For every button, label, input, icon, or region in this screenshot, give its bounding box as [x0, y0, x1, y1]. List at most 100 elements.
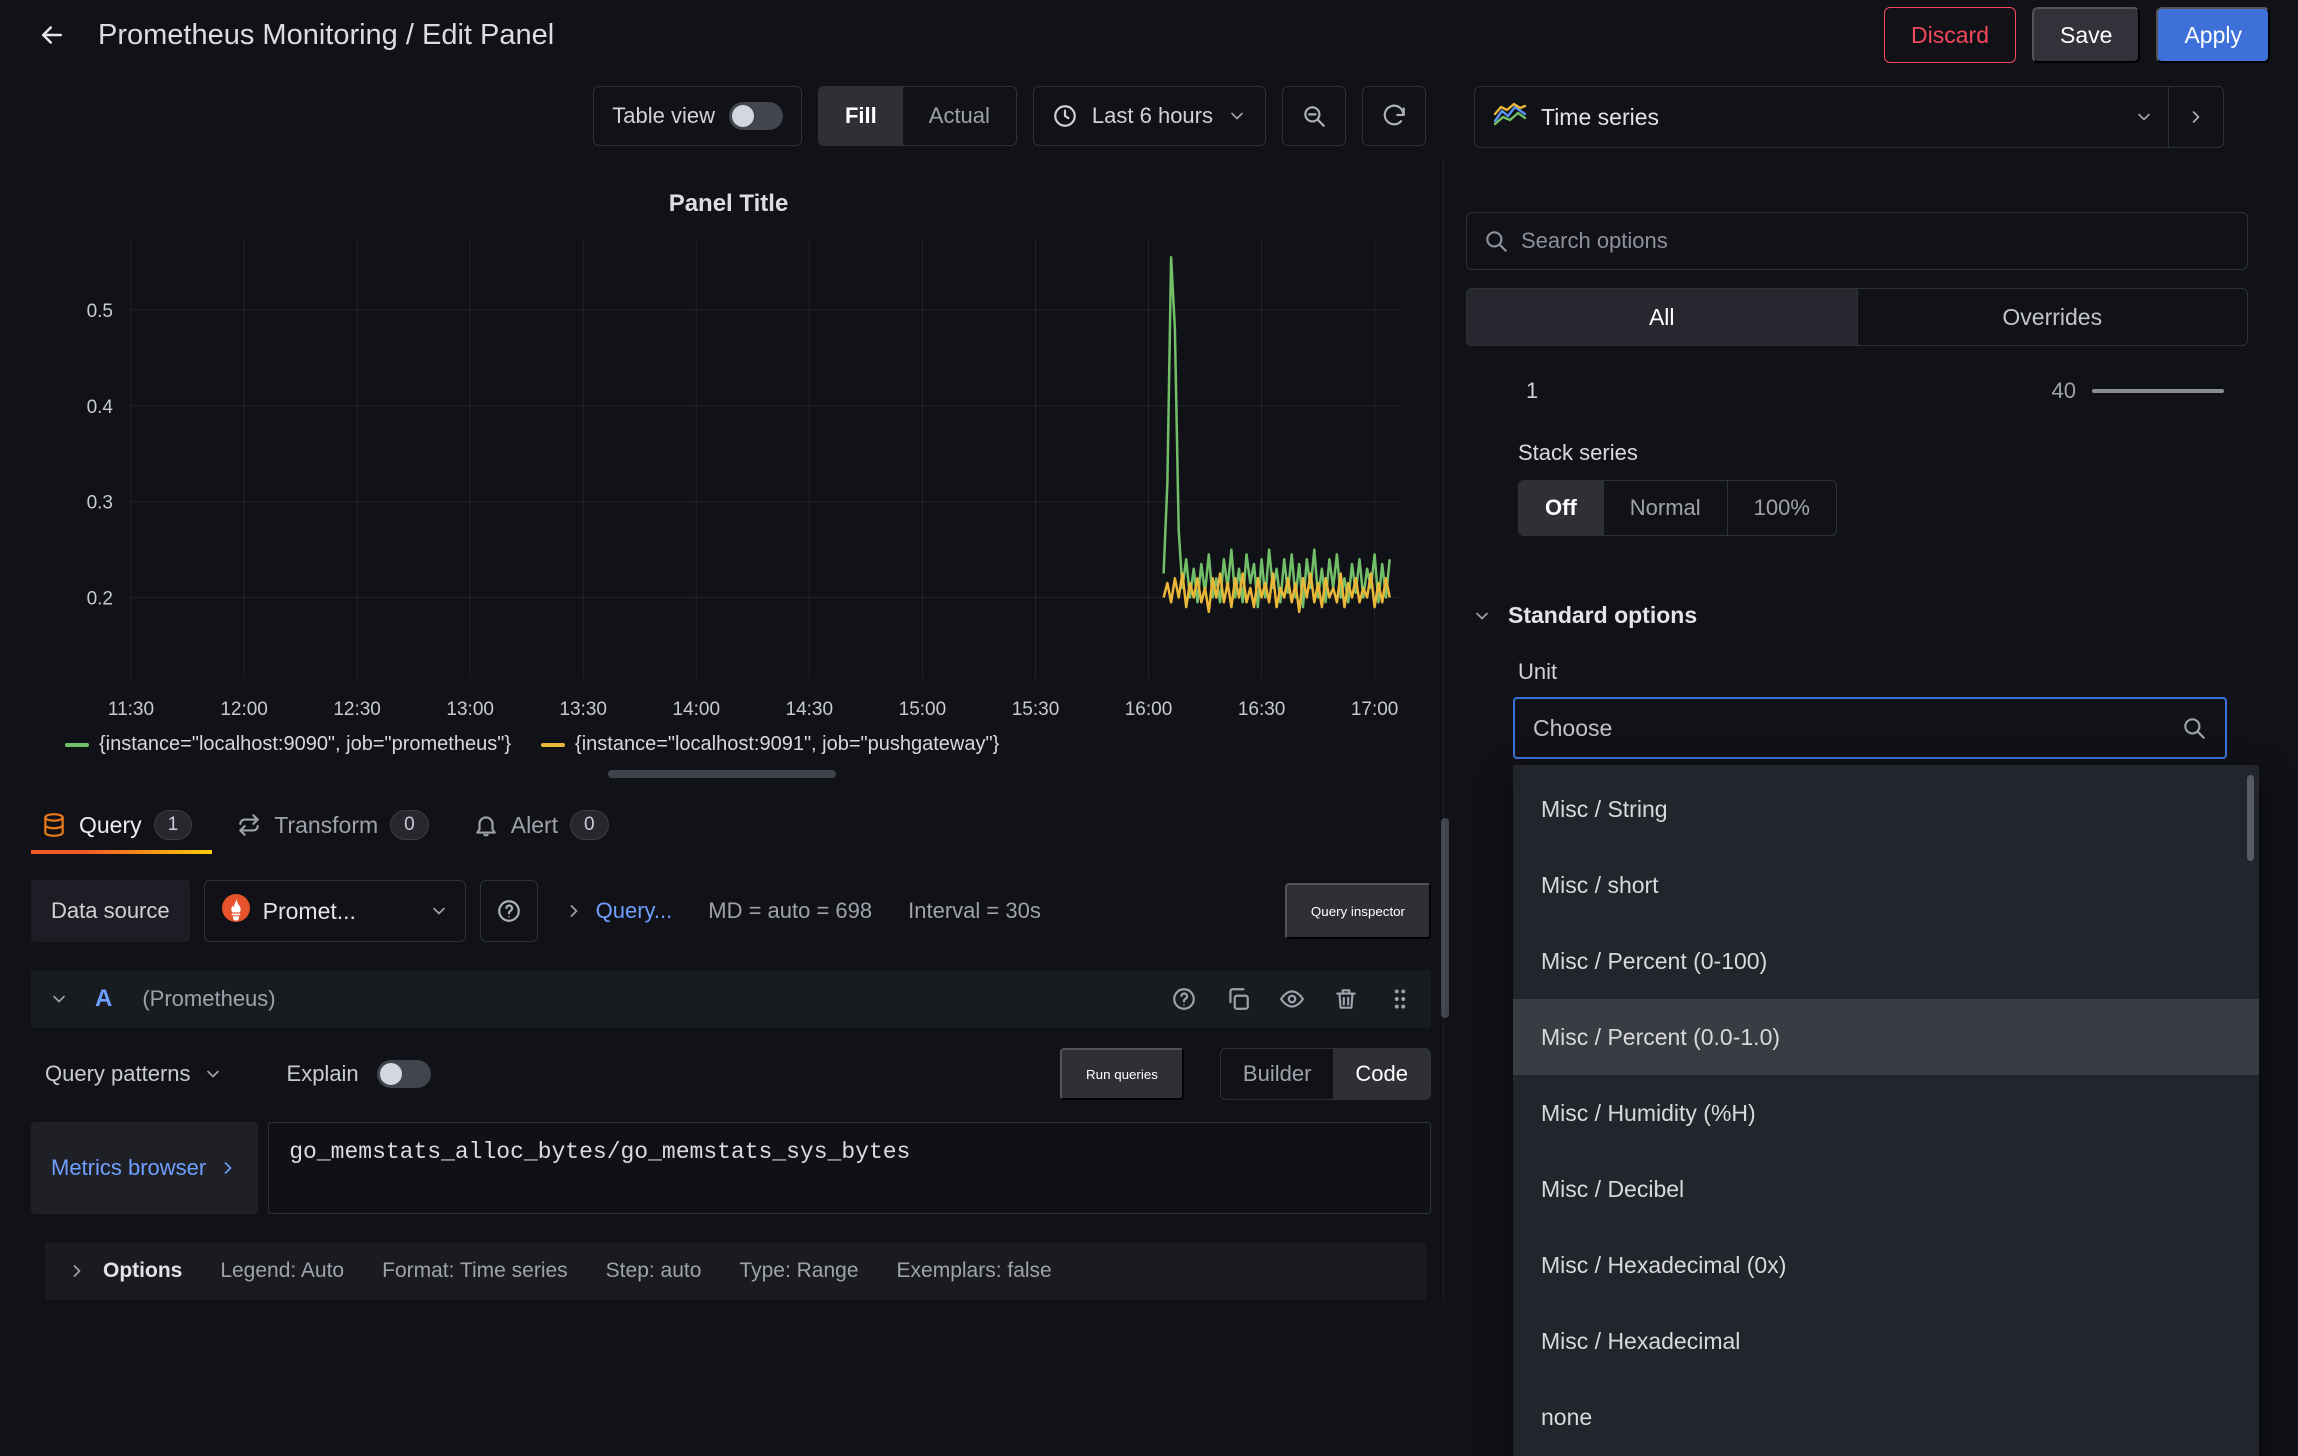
stack-100-option[interactable]: 100% — [1726, 481, 1836, 535]
edit-panel-content: Panel Title 11:30 12:00 12:30 13:00 13:30 14:… — [0, 158, 2298, 1456]
legend-swatch — [65, 742, 89, 747]
panel-preview: Panel Title 11:30 12:00 12:30 13:00 13:30 14:… — [31, 180, 1426, 756]
svg-text:12:00: 12:00 — [220, 699, 268, 720]
explain-toggle[interactable] — [376, 1060, 431, 1088]
legend-summary: Legend: Auto — [220, 1259, 345, 1282]
editor-tabs: Query 1 Transform 0 Alert 0 — [31, 796, 1443, 854]
tab-query-label: Query — [79, 811, 142, 838]
unit-menu-item[interactable]: Misc / Hexadecimal — [1541, 1327, 1741, 1354]
chevron-down-icon — [429, 901, 449, 921]
builder-option[interactable]: Builder — [1242, 1061, 1312, 1086]
apply-button[interactable]: Apply — [2156, 7, 2270, 63]
legend-label: {instance="localhost:9091", job="pushgat… — [575, 733, 1000, 755]
legend-label: {instance="localhost:9090", job="prometh… — [99, 733, 512, 755]
query-patterns-label: Query patterns — [45, 1061, 191, 1086]
time-range-picker[interactable]: Last 6 hours — [1032, 86, 1266, 146]
search-options-input[interactable] — [1521, 228, 2231, 254]
metrics-browser-toggle[interactable]: Metrics browser — [31, 1122, 259, 1214]
metrics-browser-label: Metrics browser — [51, 1155, 207, 1180]
standard-options-section[interactable]: Standard options — [1466, 602, 2248, 629]
unit-menu-item[interactable]: Misc / Percent (0.0-1.0) — [1513, 999, 2259, 1075]
svg-text:11:30: 11:30 — [108, 699, 154, 720]
svg-text:14:30: 14:30 — [786, 699, 834, 720]
unit-menu-item[interactable]: Misc / short — [1541, 871, 1659, 898]
tab-all[interactable]: All — [1467, 289, 1857, 345]
stack-normal-option[interactable]: Normal — [1602, 481, 1727, 535]
unit-menu-item[interactable]: Misc / String — [1541, 795, 1668, 822]
tab-alert[interactable]: Alert 0 — [463, 796, 629, 854]
run-queries-button[interactable]: Run queries — [1060, 1048, 1184, 1100]
tab-overrides[interactable]: Overrides — [1856, 289, 2248, 345]
query-help-icon[interactable] — [1171, 986, 1197, 1012]
unit-menu-item[interactable]: Misc / Decibel — [1541, 1175, 1685, 1202]
code-option[interactable]: Code — [1333, 1049, 1430, 1099]
delete-query-icon[interactable] — [1333, 986, 1359, 1012]
svg-text:16:30: 16:30 — [1238, 699, 1286, 720]
fill-option[interactable]: Fill — [818, 87, 903, 145]
transform-icon — [236, 812, 262, 838]
table-view-control: Table view — [593, 86, 802, 146]
dropdown-scrollbar[interactable] — [2247, 775, 2254, 861]
collapse-query-icon[interactable] — [49, 989, 69, 1009]
options-sidebar: All Overrides 1 40 Stack series Off Norm… — [1443, 158, 2298, 1456]
stack-off-option[interactable]: Off — [1519, 481, 1603, 535]
discard-button[interactable]: Discard — [1884, 7, 2017, 63]
visualization-picker[interactable]: Time series — [1474, 86, 2224, 148]
panel-resize-handle[interactable] — [607, 770, 836, 778]
exemplars-summary: Exemplars: false — [896, 1259, 1052, 1282]
tab-transform[interactable]: Transform 0 — [226, 796, 449, 854]
unit-select-placeholder: Choose — [1533, 714, 1613, 741]
drag-handle-icon[interactable] — [1387, 986, 1413, 1012]
unit-menu-item[interactable]: Misc / Humidity (%H) — [1541, 1099, 1756, 1126]
datasource-select[interactable]: Promet... — [203, 880, 466, 942]
promql-expression-input[interactable]: go_memstats_alloc_bytes/go_memstats_sys_… — [268, 1122, 1431, 1214]
query-patterns-dropdown[interactable]: Query patterns — [45, 1061, 223, 1087]
main-column: Panel Title 11:30 12:00 12:30 13:00 13:30 14:… — [0, 158, 1443, 1300]
query-options-collapse[interactable]: Query... — [564, 898, 672, 924]
zoom-out-button[interactable] — [1282, 86, 1346, 146]
table-view-label: Table view — [612, 103, 715, 128]
chevron-right-icon — [67, 1261, 87, 1281]
legend-item[interactable]: {instance="localhost:9090", job="prometh… — [65, 733, 511, 756]
search-icon — [1483, 228, 1509, 254]
timeseries-chart[interactable]: 11:30 12:00 12:30 13:00 13:30 14:00 14:30 15:00… — [31, 226, 1426, 731]
query-count-badge: 1 — [153, 810, 193, 840]
unit-menu-item[interactable]: Misc / Percent (0-100) — [1541, 947, 1768, 974]
stack-series-group: Off Normal 100% — [1518, 480, 1837, 536]
main-scrollbar[interactable] — [1441, 818, 1449, 1018]
svg-text:17:00: 17:00 — [1351, 699, 1399, 720]
svg-text:13:30: 13:30 — [559, 699, 607, 720]
refresh-button[interactable] — [1362, 86, 1426, 146]
actual-option[interactable]: Actual — [928, 103, 990, 128]
legend-item[interactable]: {instance="localhost:9091", job="pushgat… — [541, 733, 999, 756]
toggle-visibility-icon[interactable] — [1279, 986, 1305, 1012]
duplicate-query-icon[interactable] — [1225, 986, 1251, 1012]
query-options-bar[interactable]: Options Legend: Auto Format: Time series… — [45, 1242, 1426, 1300]
top-bar: Prometheus Monitoring / Edit Panel Disca… — [0, 0, 2298, 70]
query-inspector-button[interactable]: Query inspector — [1284, 883, 1431, 939]
divider — [2168, 87, 2169, 147]
unit-select[interactable]: Choose — [1513, 697, 2227, 759]
unit-menu-item[interactable]: none — [1541, 1403, 1593, 1430]
tab-query[interactable]: Query 1 — [31, 796, 213, 854]
search-icon — [2181, 715, 2207, 741]
table-view-toggle[interactable] — [728, 102, 783, 130]
svg-text:0.4: 0.4 — [87, 397, 114, 418]
back-button[interactable] — [28, 11, 76, 59]
svg-text:13:00: 13:00 — [446, 699, 494, 720]
save-button[interactable]: Save — [2032, 7, 2141, 63]
viz-options-expand-button[interactable] — [2169, 87, 2223, 147]
datasource-help-button[interactable] — [479, 880, 538, 942]
interval-info: Interval = 30s — [908, 898, 1041, 923]
panel-toolbar: Table view Fill Actual Last 6 hours Time… — [0, 70, 2298, 158]
datasource-label: Data source — [31, 880, 190, 942]
chevron-down-icon — [2134, 107, 2154, 127]
query-controls-row: Query patterns Explain Run queries Build… — [31, 1048, 1431, 1100]
transform-count-badge: 0 — [390, 810, 429, 840]
unit-menu-item[interactable]: Misc / Hexadecimal (0x) — [1541, 1251, 1787, 1278]
slider-max-value: 40 — [2051, 378, 2076, 403]
svg-text:0.2: 0.2 — [87, 589, 113, 610]
query-ref-id[interactable]: A — [95, 985, 113, 1012]
slider-track[interactable] — [2092, 389, 2224, 393]
step-summary: Step: auto — [605, 1259, 702, 1282]
